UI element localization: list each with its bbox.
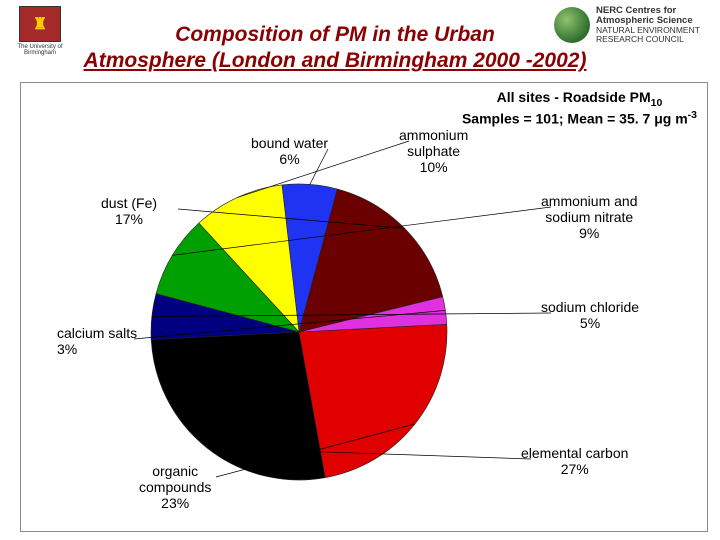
title-line2: Atmosphere (London and Birmingham 2000 -… bbox=[84, 48, 587, 74]
slide: ♜ The University of Birmingham NERC Cent… bbox=[0, 0, 720, 540]
logo-left-label: The University of Birmingham bbox=[6, 44, 74, 56]
page-title: Composition of PM in the Urban Atmospher… bbox=[80, 22, 590, 75]
pie-slice bbox=[299, 324, 447, 477]
slice-label: organiccompounds23% bbox=[139, 463, 211, 511]
slice-label: ammonium andsodium nitrate9% bbox=[541, 193, 638, 241]
logo-right-subtitle: NATURAL ENVIRONMENT RESEARCH COUNCIL bbox=[596, 25, 700, 44]
logo-right-text: NERC Centres for Atmospheric Science NAT… bbox=[596, 6, 714, 44]
slice-label: elemental carbon27% bbox=[521, 445, 628, 477]
pie-slice bbox=[151, 332, 325, 480]
slice-label: ammoniumsulphate10% bbox=[399, 127, 468, 175]
logo-university-birmingham: ♜ The University of Birmingham bbox=[6, 6, 74, 56]
slice-label: bound water6% bbox=[251, 135, 328, 167]
slice-label: calcium salts3% bbox=[57, 325, 137, 357]
title-line1: Composition of PM in the Urban bbox=[175, 23, 495, 46]
slice-label: sodium chloride5% bbox=[541, 299, 639, 331]
crest-icon: ♜ bbox=[19, 6, 61, 42]
slice-label: dust (Fe)17% bbox=[101, 195, 157, 227]
logo-right-title: NERC Centres for Atmospheric Science bbox=[596, 6, 714, 26]
chart-container: All sites - Roadside PM10 Samples = 101;… bbox=[20, 82, 708, 532]
